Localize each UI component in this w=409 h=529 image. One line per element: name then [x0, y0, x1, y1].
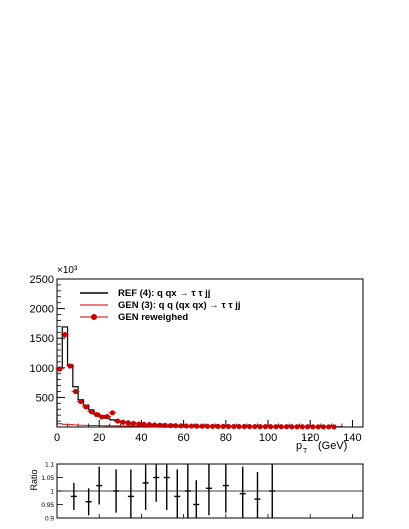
x-axis-title: p T τ τ (GeV) [296, 436, 347, 455]
main-panel: 500 1000 1500 2000 2500 0 20 40 60 80 100 120 140 ×… [30, 265, 364, 455]
reweighed-point [315, 424, 321, 430]
reweighed-point [257, 424, 263, 430]
reweighed-point [278, 424, 284, 430]
reweighed-point [83, 404, 89, 410]
reweighed-point [72, 388, 79, 395]
reweighed-point [67, 363, 73, 369]
x-axis-title-sub: T [303, 448, 308, 455]
ratio-y-tick-label: 1.1 [45, 462, 54, 469]
legend: REF (4): q qx → τ τ jj GEN (3): q q (qx … [80, 288, 240, 323]
main-y-tick-label: 500 [36, 392, 54, 404]
reweighed-point [204, 423, 210, 429]
reweighed-point [120, 419, 126, 425]
reweighed-point [183, 423, 189, 429]
ratio-panel: 0.9 0.95 1 1.05 1.1 Ratio [29, 462, 364, 523]
legend-marker-reweighed-dot [91, 314, 97, 320]
main-plot-frame [56, 278, 364, 428]
reweighed-point [268, 424, 274, 430]
reweighed-point [88, 409, 94, 415]
reweighed-point [262, 424, 268, 430]
reweighed-point [57, 366, 63, 372]
reweighed-point [78, 398, 84, 405]
main-x-tick-label: 60 [177, 432, 189, 444]
reweighed-point [188, 423, 195, 429]
reweighed-point [199, 423, 205, 429]
reweighed-point [283, 424, 290, 430]
ratio-y-axis-title: Ratio [29, 469, 39, 490]
main-y-tick-label: 2000 [30, 304, 54, 316]
main-y-tick-label: 1000 [30, 363, 54, 375]
main-x-tick-label: 80 [220, 432, 232, 444]
reweighed-point [331, 424, 337, 430]
reweighed-point [215, 423, 221, 429]
reweighed-point [246, 423, 253, 430]
reweighed-point [310, 424, 316, 430]
ratio-points [70, 464, 276, 518]
ratio-y-tick-label: 1.05 [41, 475, 54, 482]
reweighed-point [225, 423, 232, 430]
main-y-ticks: 500 1000 1500 2000 2500 [30, 274, 65, 422]
reweighed-point [162, 422, 168, 429]
reweighed-point [320, 424, 327, 430]
x-axis-title-unit: (GeV) [318, 440, 347, 452]
main-x-tick-label: 140 [343, 432, 361, 444]
ratio-y-tick-label: 0.95 [41, 502, 54, 509]
reweighed-point [236, 423, 242, 430]
main-series [55, 326, 343, 430]
ratio-y-ticks: 0.9 0.95 1 1.05 1.1 [41, 462, 63, 523]
x-axis-title-sup: τ τ [303, 436, 311, 443]
reweighed-point [305, 424, 311, 430]
reweighed-point [62, 332, 68, 338]
reweighed-point [252, 423, 258, 430]
main-x-tick-label: 40 [135, 432, 147, 444]
main-x-tick-label: 100 [259, 432, 277, 444]
reweighed-point [294, 424, 300, 430]
reweighed-point [141, 421, 147, 427]
reweighed-point [178, 423, 184, 429]
ratio-x-ticks [56, 514, 353, 518]
main-x-tick-label: 0 [54, 432, 60, 444]
reweighed-point [289, 424, 295, 430]
reweighed-point [125, 420, 131, 426]
series-ref-histogram [56, 326, 343, 428]
reweighed-point [146, 422, 152, 428]
ratio-y-tick-label: 0.9 [45, 516, 54, 523]
reweighed-point [167, 422, 174, 429]
y-axis-multiplier: ×10³ [57, 265, 78, 276]
reweighed-point [326, 424, 332, 430]
ratio-y-tick-label: 1 [50, 489, 54, 496]
legend-label-ref: REF (4): q qx → τ τ jj [118, 288, 210, 299]
reweighed-point [93, 411, 100, 418]
reweighed-point [231, 423, 237, 430]
legend-label-gen: GEN (3): q q (qx qx) → τ τ jj [118, 300, 240, 311]
reweighed-point [299, 424, 305, 430]
reweighed-point [109, 410, 115, 416]
reweighed-point [194, 423, 200, 429]
main-x-tick-label: 120 [301, 432, 319, 444]
reweighed-point [241, 423, 247, 430]
main-x-ticks: 0 20 40 60 80 100 120 140 [54, 420, 362, 444]
reweighed-point [173, 423, 179, 429]
reweighed-point [157, 422, 163, 428]
main-y-tick-label: 1500 [30, 333, 54, 345]
reweighed-point [220, 423, 226, 430]
reweighed-point [273, 424, 279, 430]
main-y-tick-label: 2500 [30, 274, 54, 286]
reweighed-point [115, 418, 121, 424]
reweighed-point [210, 423, 216, 429]
reweighed-point [130, 420, 137, 427]
reweighed-point [104, 414, 110, 420]
reweighed-point [152, 422, 158, 428]
reweighed-point [99, 414, 105, 420]
reweighed-point [136, 421, 142, 427]
main-x-tick-label: 20 [93, 432, 105, 444]
x-axis-title-main: p [296, 440, 302, 452]
legend-label-reweighed: GEN reweighed [118, 312, 188, 323]
